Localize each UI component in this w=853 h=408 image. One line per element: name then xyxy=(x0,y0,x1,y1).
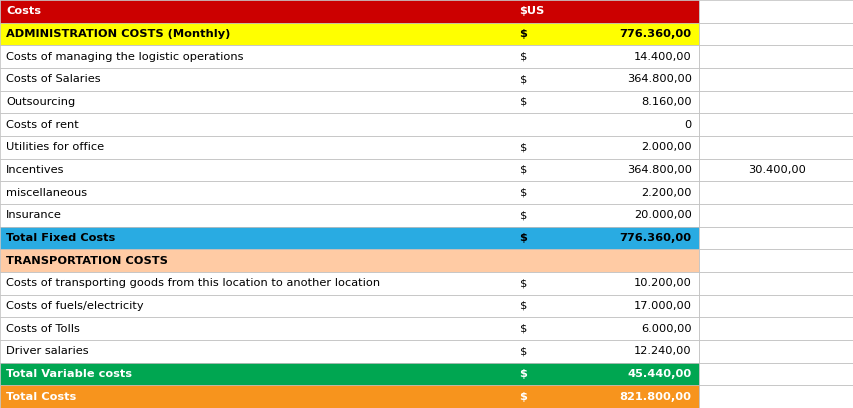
Text: Total Variable costs: Total Variable costs xyxy=(6,369,132,379)
Text: $: $ xyxy=(519,52,526,62)
Text: $: $ xyxy=(519,301,526,311)
Bar xyxy=(698,272,853,295)
Bar xyxy=(0,68,698,91)
Text: $US: $US xyxy=(519,7,544,16)
Text: Costs of managing the logistic operations: Costs of managing the logistic operation… xyxy=(6,52,243,62)
Text: Incentives: Incentives xyxy=(6,165,65,175)
Bar xyxy=(698,23,853,45)
Bar xyxy=(0,295,698,317)
Bar xyxy=(698,295,853,317)
Bar xyxy=(0,385,698,408)
Text: Driver salaries: Driver salaries xyxy=(6,346,89,356)
Bar xyxy=(0,340,698,363)
Text: TRANSPORTATION COSTS: TRANSPORTATION COSTS xyxy=(6,256,168,266)
Text: 0: 0 xyxy=(684,120,691,130)
Bar xyxy=(0,249,698,272)
Bar xyxy=(698,136,853,159)
Text: $: $ xyxy=(519,278,526,288)
Bar xyxy=(698,159,853,181)
Text: $: $ xyxy=(519,324,526,334)
Text: 6.000,00: 6.000,00 xyxy=(641,324,691,334)
Bar xyxy=(698,0,853,23)
Bar xyxy=(698,385,853,408)
Text: Costs of Salaries: Costs of Salaries xyxy=(6,74,101,84)
Text: 12.240,00: 12.240,00 xyxy=(634,346,691,356)
Text: Costs of Tolls: Costs of Tolls xyxy=(6,324,80,334)
Bar xyxy=(0,113,698,136)
Bar xyxy=(0,91,698,113)
Text: miscellaneous: miscellaneous xyxy=(6,188,87,197)
Text: 45.440,00: 45.440,00 xyxy=(627,369,691,379)
Text: $: $ xyxy=(519,165,526,175)
Text: $: $ xyxy=(519,233,527,243)
Text: 14.400,00: 14.400,00 xyxy=(633,52,691,62)
Bar xyxy=(0,227,698,249)
Bar xyxy=(698,181,853,204)
Text: 30.400,00: 30.400,00 xyxy=(747,165,805,175)
Bar xyxy=(698,113,853,136)
Text: 776.360,00: 776.360,00 xyxy=(619,233,691,243)
Text: 8.160,00: 8.160,00 xyxy=(641,97,691,107)
Text: 821.800,00: 821.800,00 xyxy=(619,392,691,401)
Text: 776.360,00: 776.360,00 xyxy=(619,29,691,39)
Bar xyxy=(698,249,853,272)
Text: 20.000,00: 20.000,00 xyxy=(633,211,691,220)
Bar xyxy=(698,91,853,113)
Text: $: $ xyxy=(519,346,526,356)
Text: 2.200,00: 2.200,00 xyxy=(641,188,691,197)
Text: $: $ xyxy=(519,97,526,107)
Text: Costs of transporting goods from this location to another location: Costs of transporting goods from this lo… xyxy=(6,278,380,288)
Bar xyxy=(0,272,698,295)
Bar xyxy=(0,204,698,227)
Text: 10.200,00: 10.200,00 xyxy=(633,278,691,288)
Text: 364.800,00: 364.800,00 xyxy=(626,165,691,175)
Text: $: $ xyxy=(519,211,526,220)
Bar xyxy=(698,45,853,68)
Bar xyxy=(0,363,698,385)
Bar xyxy=(0,0,698,23)
Bar xyxy=(0,159,698,181)
Bar xyxy=(0,136,698,159)
Text: $: $ xyxy=(519,369,527,379)
Bar xyxy=(0,23,698,45)
Text: ADMINISTRATION COSTS (Monthly): ADMINISTRATION COSTS (Monthly) xyxy=(6,29,230,39)
Bar xyxy=(698,227,853,249)
Bar xyxy=(698,68,853,91)
Text: 364.800,00: 364.800,00 xyxy=(626,74,691,84)
Bar xyxy=(0,45,698,68)
Bar xyxy=(0,317,698,340)
Text: $: $ xyxy=(519,392,527,401)
Text: Total Costs: Total Costs xyxy=(6,392,76,401)
Text: Outsourcing: Outsourcing xyxy=(6,97,75,107)
Bar xyxy=(698,204,853,227)
Text: 17.000,00: 17.000,00 xyxy=(633,301,691,311)
Bar xyxy=(0,181,698,204)
Bar xyxy=(698,317,853,340)
Bar xyxy=(698,340,853,363)
Text: Costs: Costs xyxy=(6,7,41,16)
Bar xyxy=(698,363,853,385)
Text: Costs of fuels/electricity: Costs of fuels/electricity xyxy=(6,301,143,311)
Text: $: $ xyxy=(519,188,526,197)
Text: Utilities for office: Utilities for office xyxy=(6,142,104,152)
Text: Insurance: Insurance xyxy=(6,211,61,220)
Text: $: $ xyxy=(519,29,527,39)
Text: $: $ xyxy=(519,74,526,84)
Text: $: $ xyxy=(519,142,526,152)
Text: Costs of rent: Costs of rent xyxy=(6,120,78,130)
Text: Total Fixed Costs: Total Fixed Costs xyxy=(6,233,115,243)
Text: 2.000,00: 2.000,00 xyxy=(641,142,691,152)
